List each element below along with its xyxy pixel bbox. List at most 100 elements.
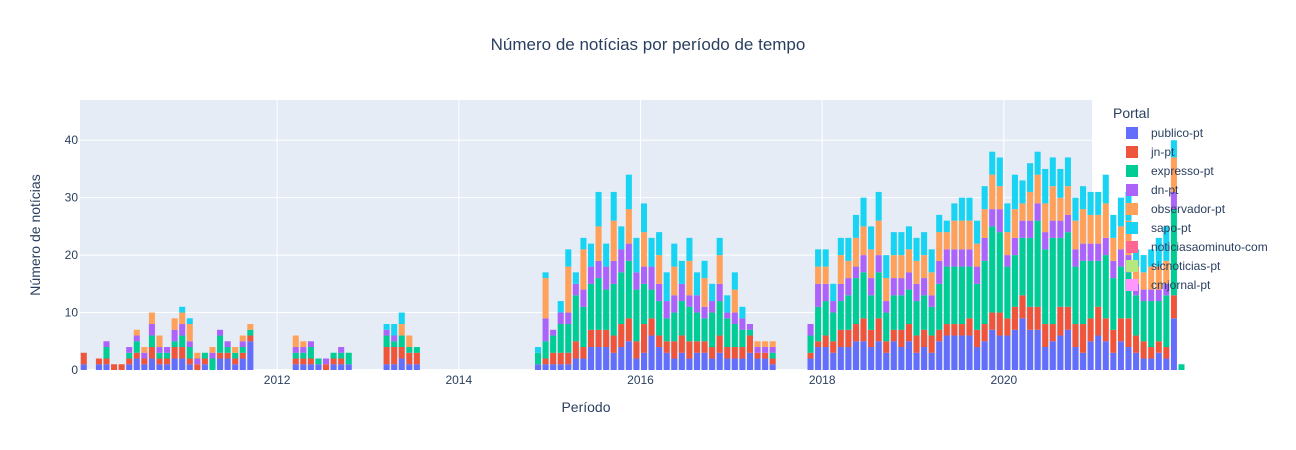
bar-segment[interactable] xyxy=(201,358,208,365)
bar-segment[interactable] xyxy=(663,301,670,319)
bar-segment[interactable] xyxy=(413,364,420,370)
bar-segment[interactable] xyxy=(1140,341,1147,359)
bar-segment[interactable] xyxy=(1019,220,1026,238)
bar-segment[interactable] xyxy=(618,226,625,250)
bar-segment[interactable] xyxy=(557,352,564,365)
bar-segment[interactable] xyxy=(1117,249,1124,267)
bar-segment[interactable] xyxy=(1140,255,1147,273)
bar-segment[interactable] xyxy=(913,283,920,302)
bar-segment[interactable] xyxy=(989,312,996,330)
bar-segment[interactable] xyxy=(966,220,973,250)
legend-item-label[interactable]: dn-pt xyxy=(1151,183,1179,197)
bar-segment[interactable] xyxy=(194,364,201,370)
bar-segment[interactable] xyxy=(1087,243,1094,261)
bar-segment[interactable] xyxy=(921,329,928,348)
bar-segment[interactable] xyxy=(330,358,337,365)
bar-segment[interactable] xyxy=(587,329,595,348)
bar-segment[interactable] xyxy=(746,329,754,336)
bar-segment[interactable] xyxy=(413,352,420,365)
bar-segment[interactable] xyxy=(640,266,648,284)
bar-segment[interactable] xyxy=(1148,289,1155,302)
bar-segment[interactable] xyxy=(837,283,844,302)
bar-segment[interactable] xyxy=(701,278,708,307)
bar-segment[interactable] xyxy=(1117,341,1124,370)
bar-segment[interactable] xyxy=(822,335,829,348)
bar-segment[interactable] xyxy=(1042,324,1049,348)
bar-segment[interactable] xyxy=(678,301,685,336)
bar-segment[interactable] xyxy=(1155,237,1162,267)
bar-segment[interactable] xyxy=(330,352,337,359)
bar-segment[interactable] xyxy=(1170,318,1177,370)
bar-segment[interactable] xyxy=(625,318,632,342)
bar-segment[interactable] xyxy=(837,255,844,284)
bar-segment[interactable] xyxy=(126,347,133,353)
bar-segment[interactable] xyxy=(171,358,178,370)
bar-segment[interactable] xyxy=(1011,209,1018,238)
bar-segment[interactable] xyxy=(603,329,610,348)
bar-segment[interactable] xyxy=(656,301,663,336)
bar-segment[interactable] xyxy=(610,352,617,370)
bar-segment[interactable] xyxy=(724,347,731,359)
bar-segment[interactable] xyxy=(398,324,405,336)
bar-segment[interactable] xyxy=(875,318,882,342)
bar-segment[interactable] xyxy=(171,329,178,342)
bar-segment[interactable] xyxy=(580,249,587,290)
bar-segment[interactable] xyxy=(232,352,239,359)
bar-segment[interactable] xyxy=(943,220,950,233)
bar-segment[interactable] xyxy=(1072,266,1079,325)
bar-segment[interactable] xyxy=(1170,140,1177,158)
bar-segment[interactable] xyxy=(845,347,852,370)
bar-segment[interactable] xyxy=(890,232,897,256)
bar-segment[interactable] xyxy=(1034,174,1041,204)
bar-segment[interactable] xyxy=(1163,283,1170,296)
bar-segment[interactable] xyxy=(663,352,670,370)
bar-segment[interactable] xyxy=(822,283,829,302)
bar-segment[interactable] xyxy=(572,272,579,284)
bar-segment[interactable] xyxy=(148,358,155,370)
bar-segment[interactable] xyxy=(1133,335,1140,353)
bar-segment[interactable] xyxy=(550,329,557,336)
bar-segment[interactable] xyxy=(852,237,859,267)
bar-segment[interactable] xyxy=(1011,329,1018,370)
bar-segment[interactable] xyxy=(686,237,693,261)
bar-segment[interactable] xyxy=(133,329,140,336)
bar-segment[interactable] xyxy=(845,329,852,348)
bar-segment[interactable] xyxy=(1140,272,1147,290)
bar-segment[interactable] xyxy=(883,312,890,342)
legend[interactable]: Portal publico-pt jn-pt expresso-pt dn-pt ob… xyxy=(1113,105,1268,292)
bar-segment[interactable] xyxy=(686,358,693,370)
bar-segment[interactable] xyxy=(217,352,224,359)
bar-segment[interactable] xyxy=(224,341,231,348)
bar-segment[interactable] xyxy=(1095,191,1102,215)
bar-segment[interactable] xyxy=(868,249,875,279)
bar-segment[interactable] xyxy=(633,272,640,290)
bar-segment[interactable] xyxy=(1155,341,1162,353)
bar-segment[interactable] xyxy=(898,232,905,256)
bar-segment[interactable] xyxy=(890,255,897,279)
bar-segment[interactable] xyxy=(883,352,890,370)
bar-segment[interactable] xyxy=(164,364,171,370)
bar-segment[interactable] xyxy=(958,249,965,267)
bar-segment[interactable] xyxy=(413,347,420,353)
bar-segment[interactable] xyxy=(830,301,837,313)
bar-segment[interactable] xyxy=(1027,329,1034,370)
bar-segment[interactable] xyxy=(996,186,1003,210)
bar-segment[interactable] xyxy=(739,329,746,348)
bar-segment[interactable] xyxy=(1140,289,1147,302)
legend-swatch[interactable] xyxy=(1126,184,1138,196)
bar-segment[interactable] xyxy=(217,358,224,370)
bar-segment[interactable] xyxy=(1102,318,1109,342)
bar-segment[interactable] xyxy=(201,352,208,359)
bar-segment[interactable] xyxy=(746,324,754,330)
bar-segment[interactable] xyxy=(1011,237,1018,256)
bar-segment[interactable] xyxy=(845,260,852,279)
bar-segment[interactable] xyxy=(1034,220,1041,307)
bar-segment[interactable] xyxy=(1155,289,1162,302)
bar-segment[interactable] xyxy=(769,341,776,348)
bar-segment[interactable] xyxy=(921,255,928,279)
bar-segment[interactable] xyxy=(156,347,163,353)
bar-segment[interactable] xyxy=(1080,243,1087,261)
bar-segment[interactable] xyxy=(383,324,390,330)
bar-segment[interactable] xyxy=(1102,203,1109,238)
bar-segment[interactable] xyxy=(1178,364,1185,370)
